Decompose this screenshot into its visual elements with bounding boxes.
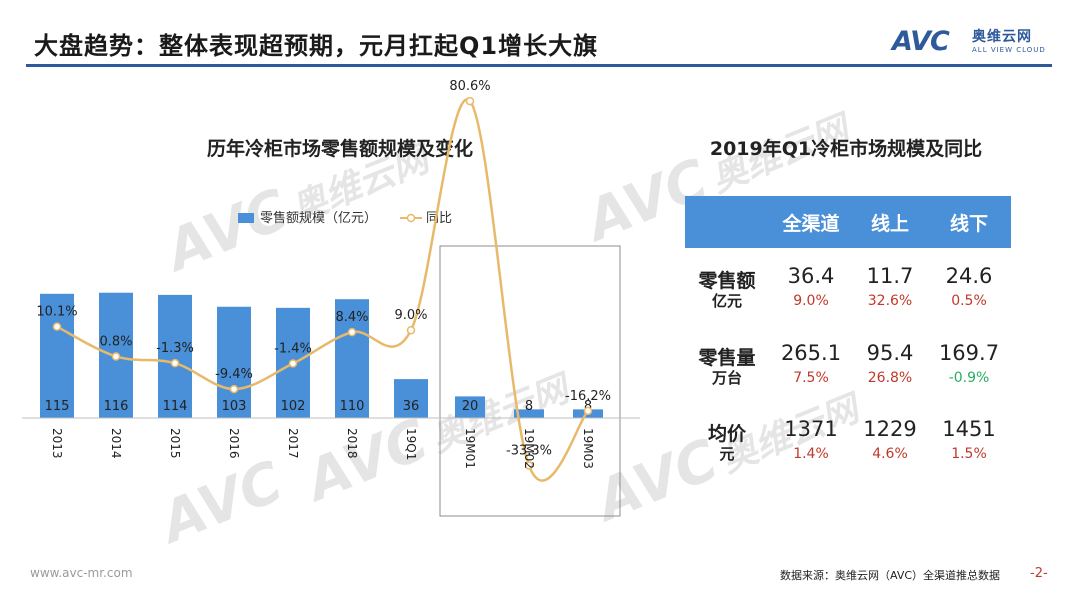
- yoy-value: 9.0%: [793, 293, 829, 309]
- table-row: 零售量 万台 265.1 7.5% 95.4 26.8% 169.7 -0.9%: [685, 339, 1011, 399]
- data-source: 数据来源：奥维云网（AVC）全渠道推总数据: [780, 569, 1001, 582]
- yoy-label: -16.2%: [565, 389, 611, 404]
- category-label: 19Q1: [404, 428, 418, 460]
- yoy-value: 4.6%: [872, 446, 908, 462]
- category-label: 2018: [345, 428, 359, 459]
- yoy-value: 26.8%: [867, 370, 913, 386]
- table-row: 均价元 1371 1.4% 1229 4.6% 1451 1.5%: [685, 415, 1011, 475]
- bar: [335, 299, 369, 418]
- website-url: www.avc-mr.com: [30, 566, 133, 580]
- bar-value-label: 8: [584, 399, 592, 414]
- column-header: 线上: [870, 213, 909, 235]
- yoy-point: [583, 406, 593, 416]
- table-value: 1371: [784, 417, 838, 441]
- yoy-label: -1.3%: [156, 341, 194, 356]
- legend-label: 同比: [426, 211, 452, 226]
- column-header: 全渠道: [782, 213, 840, 235]
- yoy-point: [229, 384, 239, 394]
- bar-value-label: 102: [281, 399, 306, 414]
- bar-value-label: 110: [340, 399, 365, 414]
- row-unit: 万台: [711, 369, 742, 387]
- page-number: -2-: [1030, 566, 1048, 581]
- yoy-value: 32.6%: [867, 293, 913, 309]
- table-value: 1451: [942, 417, 996, 441]
- legend-line-marker: [406, 213, 416, 223]
- yoy-value: 1.4%: [793, 446, 829, 462]
- logo: AVC 奥维云网 ALL VIEW CLOUD: [892, 24, 1052, 58]
- row-unit: 亿元: [711, 292, 742, 310]
- category-label: 19M03: [581, 428, 595, 469]
- table-header: 全渠道 线上 线下: [685, 196, 1011, 248]
- highlight-box: [439, 245, 621, 517]
- bar: [158, 294, 192, 418]
- yoy-point: [52, 322, 62, 331]
- row-label: 零售额: [698, 270, 756, 292]
- logo-text: AVC: [892, 26, 950, 57]
- yoy-label: 9.0%: [394, 308, 427, 323]
- table-row: 零售额 亿元 36.4 9.0% 11.7 32.6% 24.6 0.5%: [685, 262, 1011, 322]
- yoy-point: [406, 325, 416, 335]
- category-label: 2017: [286, 428, 300, 459]
- bar-value-label: 115: [45, 399, 70, 414]
- bar-value-label: 36: [403, 399, 420, 414]
- yoy-value: -0.9%: [948, 370, 990, 386]
- table-value: 11.7: [866, 264, 914, 288]
- yoy-point: [465, 96, 475, 106]
- yoy-value: 1.5%: [951, 446, 987, 462]
- page-title: 大盘趋势：整体表现超预期，元月扛起Q1增长大旗: [34, 32, 599, 60]
- yoy-line: [56, 98, 589, 482]
- table-value: 169.7: [938, 341, 1000, 365]
- legend-bar-swatch: [238, 213, 254, 223]
- row-unit: 元: [719, 445, 735, 463]
- category-label: 2014: [109, 428, 123, 459]
- summary-table: 全渠道 线上 线下 零售额 亿元 36.4 9.0% 11.7 32.6% 24.6 0.5%…: [685, 196, 1011, 463]
- bar-value-label: 8: [525, 399, 533, 414]
- yoy-value: 0.5%: [951, 293, 987, 309]
- yoy-label: 80.6%: [449, 79, 490, 94]
- logo-en: ALL VIEW CLOUD: [972, 46, 1046, 54]
- yoy-point: [288, 359, 298, 368]
- yoy-label: -1.4%: [274, 341, 312, 356]
- row-label: 零售量: [698, 347, 756, 369]
- bar: [40, 293, 74, 418]
- yoy-value: 7.5%: [793, 370, 829, 386]
- chart-title: 历年冷柜市场零售额规模及变化: [206, 138, 473, 160]
- bar-value-label: 116: [104, 399, 129, 414]
- yoy-label: 0.8%: [99, 334, 132, 349]
- yoy-label: -33.3%: [506, 444, 552, 459]
- yoy-point: [111, 352, 121, 361]
- logo-cn: 奥维云网: [972, 29, 1032, 45]
- header-divider: [26, 64, 1052, 67]
- yoy-label: 10.1%: [36, 305, 77, 320]
- bar: [514, 409, 544, 418]
- yoy-label: 8.4%: [335, 310, 368, 325]
- category-label: 19M01: [463, 428, 477, 469]
- legend-label: 零售额规模（亿元）: [260, 210, 377, 226]
- table-value: 36.4: [787, 264, 835, 288]
- table-title: 2019年Q1冷柜市场规模及同比: [709, 138, 983, 160]
- bar-value-label: 114: [163, 399, 188, 414]
- table-value: 265.1: [780, 341, 842, 365]
- column-header: 线下: [949, 213, 988, 235]
- yoy-point: [347, 327, 357, 337]
- category-label: 2016: [227, 428, 241, 459]
- category-label: 19M02: [522, 428, 536, 469]
- table-value: 24.6: [945, 264, 993, 288]
- table-value: 1229: [863, 417, 917, 441]
- category-label: 2015: [168, 428, 182, 459]
- chart: 零售额规模（亿元） 同比 115 116 114 103 102 110 36 20 8 8 10.1%…: [22, 79, 640, 517]
- bar-value-label: 20: [462, 399, 479, 414]
- yoy-label: -9.4%: [215, 367, 253, 382]
- yoy-point: [524, 461, 534, 470]
- yoy-point: [170, 358, 180, 368]
- bar: [455, 396, 485, 418]
- row-label: 均价: [707, 423, 746, 445]
- bar: [394, 379, 428, 418]
- bar-value-label: 103: [222, 399, 247, 414]
- category-label: 2013: [50, 428, 64, 459]
- table-value: 95.4: [866, 341, 914, 365]
- bar: [217, 306, 251, 418]
